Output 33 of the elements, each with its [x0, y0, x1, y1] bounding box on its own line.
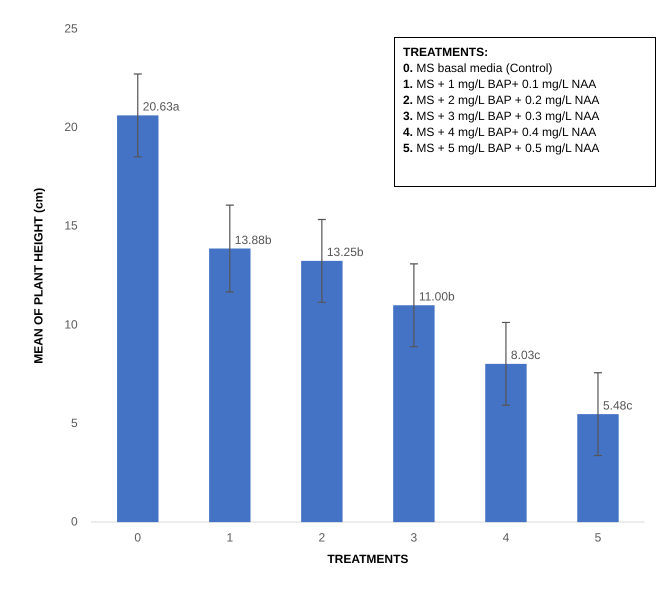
y-tick-label: 5: [71, 416, 78, 430]
x-axis-title: TREATMENTS: [327, 552, 408, 566]
data-label: 8.03c: [510, 348, 540, 362]
x-tick-label: 4: [502, 530, 510, 545]
annotation: 1. MS + 1 mg/L BAP+ 0.1 mg/L NAA: [403, 76, 598, 92]
annotation: 5. MS + 5 mg/L BAP + 0.5 mg/L NAA: [403, 140, 600, 156]
bar: [117, 115, 158, 522]
y-tick-label: 20: [64, 120, 78, 134]
bar: [209, 248, 251, 522]
y-tick-label: 15: [64, 218, 78, 233]
y-tick-label: 10: [64, 317, 78, 332]
bar: [577, 414, 619, 522]
annotation: 4. MS + 4 mg/L BAP+ 0.4 mg/L NAA: [403, 124, 598, 140]
annotation: TREATMENTS:: [403, 44, 490, 60]
x-tick-label: 1: [226, 530, 234, 545]
x-tick-label: 0: [134, 530, 142, 545]
x-tick-label: 3: [410, 530, 418, 545]
x-tick-label: 2: [318, 530, 326, 545]
bar: [393, 305, 435, 522]
x-tick-label: 5: [594, 530, 602, 545]
y-axis-title: MEAN OF PLANT HEIGHT (cm): [32, 188, 46, 364]
data-label: 13.88b: [234, 232, 272, 247]
data-label: 13.25b: [326, 245, 364, 260]
annotation: 2. MS + 2 mg/L BAP + 0.2 mg/L NAA: [403, 92, 600, 108]
bar: [301, 260, 343, 522]
data-label: 11.00b: [418, 290, 456, 304]
annotation: 3. MS + 3 mg/L BAP + 0.3 mg/L NAA: [403, 108, 600, 124]
annotation: 0. MS basal media (Control): [403, 60, 554, 76]
bar: [485, 364, 527, 522]
data-label: 5.48c: [602, 398, 632, 412]
data-label: 20.63a: [142, 100, 180, 114]
y-tick-label: 25: [64, 22, 78, 36]
y-tick-label: 0: [71, 514, 78, 529]
